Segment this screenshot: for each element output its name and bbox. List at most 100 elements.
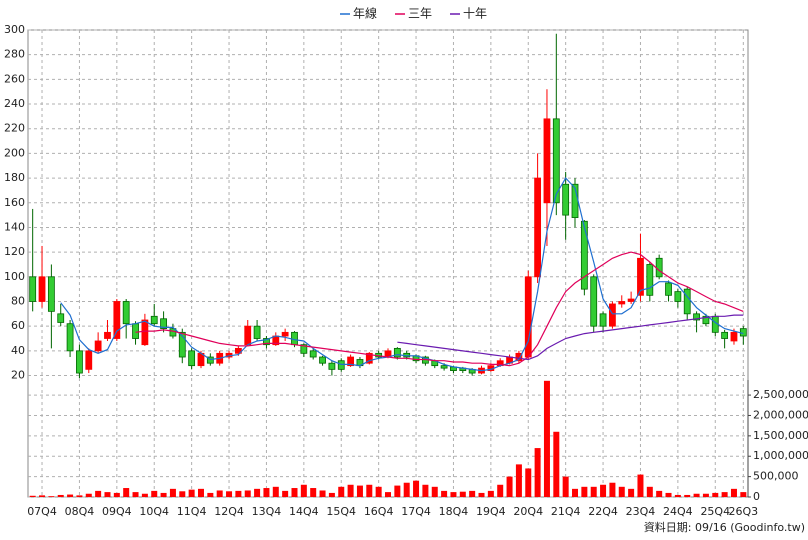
y-tick-label: 260 [4,72,25,85]
candle-body [76,350,83,374]
volume-bar [487,490,494,497]
volume-bar [300,484,307,497]
volume-bar [525,468,532,497]
volume-bar [534,448,541,497]
candle-body [300,344,308,354]
volume-bar [216,490,223,497]
volume-bar [674,494,681,497]
y2-tick-label: 2,000,000 [753,408,808,421]
volume-bar [141,493,148,497]
volume-bar [478,492,485,497]
volume-bar [394,485,401,497]
volume-bar [366,484,373,497]
volume-bar [403,482,410,497]
y-tick-label: 120 [4,245,25,258]
volume-bar [413,480,420,497]
volume-bar [76,495,83,497]
volume-bar [207,492,214,497]
source-note: 資料日期: 09/16 (Goodinfo.tw) [644,520,805,534]
volume-bar [450,492,457,497]
candle-body [693,313,700,321]
volume-bar [684,494,691,497]
volume-bar [319,490,326,497]
volume-bar [132,492,139,497]
x-tick-label: 20Q4 [513,505,543,518]
y-tick-label: 60 [11,319,25,332]
x-tick-label: 12Q4 [214,505,244,518]
candle-body [291,331,298,346]
x-tick-label: 21Q4 [551,505,581,518]
volume-bar [282,490,289,497]
candle-body [665,282,672,296]
candle-body [637,257,644,296]
candle-body [609,303,616,327]
volume-bar [646,486,653,497]
volume-bar [113,492,120,497]
volume-bar [67,494,74,497]
volume-bar [104,492,111,497]
candle-body [627,298,635,302]
ma-line [135,251,744,367]
candle-body [160,318,167,330]
volume-bar [721,492,728,497]
candle-body [646,264,654,296]
x-tick-label: 16Q4 [364,505,394,518]
volume-bar [702,493,709,497]
x-tick-label: 11Q4 [177,505,207,518]
volume-bar [85,493,92,497]
volume-bar [618,486,625,497]
candle-body [674,291,682,302]
x-tick-label: 26Q3 [728,505,758,518]
volume-bar [712,492,719,497]
candle-body [29,276,37,302]
x-tick-label: 15Q4 [326,505,356,518]
x-tick-label: 24Q4 [663,505,693,518]
candle-body [543,118,551,204]
candle-body [702,315,710,325]
volume-bar [188,489,195,497]
volume-bar [244,490,251,497]
volume-bar [543,380,550,497]
y-tick-label: 40 [11,344,25,357]
y-tick-label: 140 [4,220,25,233]
x-tick-label: 14Q4 [289,505,319,518]
candle-body [85,350,93,370]
volume-bar [123,488,130,497]
volume-bar [506,476,513,497]
volume-bar [431,486,438,497]
candle-body [721,331,729,339]
candle-body [113,301,121,339]
candle-body [150,315,158,325]
y-tick-label: 160 [4,196,25,209]
volume-bar [553,431,560,497]
y2-tick-label: 2,500,000 [753,388,808,401]
candle-body [599,313,607,327]
volume-bar [272,486,279,497]
candle-body [122,301,130,325]
x-tick-label: 10Q4 [139,505,169,518]
y2-tick-label: 500,000 [753,470,799,483]
volume-bar [169,488,176,497]
volume-bar [338,486,345,497]
volume-bar [600,484,607,497]
candle-body [188,350,196,367]
volume-bar [263,488,270,497]
volume-bar [693,493,700,497]
candle-body [141,319,149,346]
x-tick-label: 17Q4 [401,505,431,518]
candle-body [739,328,747,337]
x-tick-label: 08Q4 [65,505,95,518]
volume-bar [740,492,747,497]
y-tick-label: 80 [11,294,25,307]
volume-bar [572,488,579,497]
x-tick-label: 18Q4 [439,505,469,518]
y-tick-label: 300 [4,23,25,36]
candle-body [440,365,448,369]
y-tick-label: 180 [4,171,25,184]
x-tick-label: 25Q4 [700,505,730,518]
volume-bar [291,488,298,497]
volume-bar [562,476,569,497]
candle-body [57,313,65,323]
candle-body [347,356,354,367]
